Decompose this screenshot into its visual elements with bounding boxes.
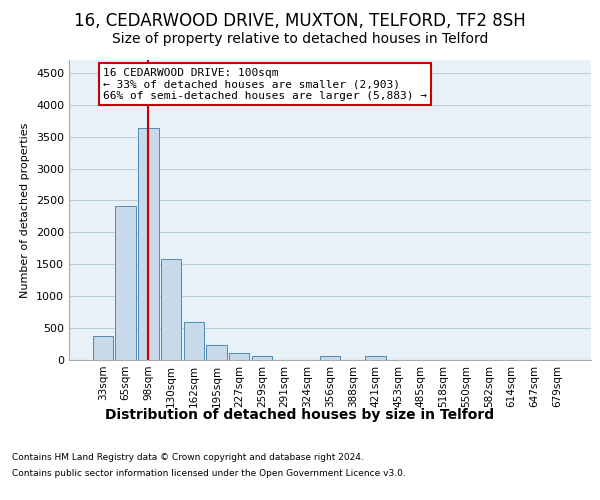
Bar (161, 259, 181, 360)
Bar (320, 356, 340, 360)
Y-axis label: Number of detached properties: Number of detached properties (20, 122, 31, 298)
Text: Contains HM Land Registry data © Crown copyright and database right 2024.: Contains HM Land Registry data © Crown c… (12, 454, 364, 462)
Bar (251, 356, 272, 360)
Bar (115, 206, 136, 360)
Text: 16 CEDARWOOD DRIVE: 100sqm
← 33% of detached houses are smaller (2,903)
66% of s: 16 CEDARWOOD DRIVE: 100sqm ← 33% of deta… (103, 68, 427, 101)
Bar (138, 128, 158, 360)
Text: Contains public sector information licensed under the Open Government Licence v3: Contains public sector information licen… (12, 468, 406, 477)
Text: 16, CEDARWOOD DRIVE, MUXTON, TELFORD, TF2 8SH: 16, CEDARWOOD DRIVE, MUXTON, TELFORD, TF… (74, 12, 526, 30)
Bar (93, 336, 113, 360)
Bar (365, 356, 386, 360)
Text: Size of property relative to detached houses in Telford: Size of property relative to detached ho… (112, 32, 488, 46)
Text: Distribution of detached houses by size in Telford: Distribution of detached houses by size … (106, 408, 494, 422)
Bar (184, 322, 204, 360)
Bar (229, 353, 250, 360)
Bar (206, 344, 227, 360)
